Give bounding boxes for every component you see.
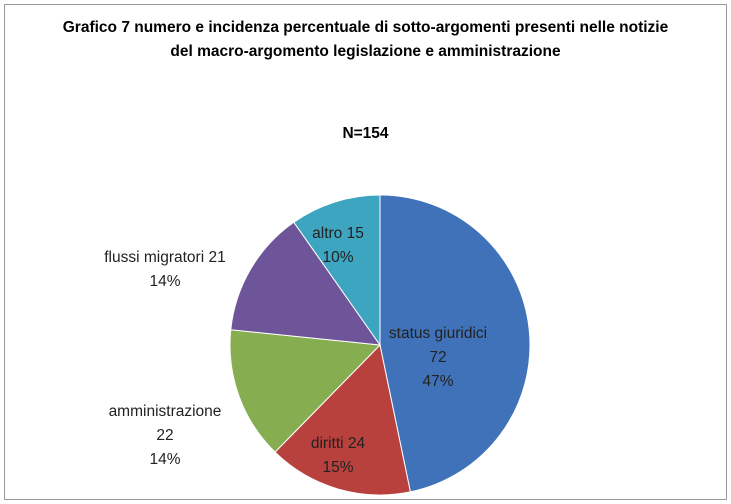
slice-percent: 10% bbox=[322, 249, 354, 266]
slice-label: flussi migratori 21 14% bbox=[100, 246, 230, 294]
slice-value: 22 bbox=[156, 427, 174, 444]
pie-slice bbox=[293, 194, 381, 347]
pie-slice bbox=[274, 343, 411, 496]
slice-value: 72 bbox=[429, 349, 447, 366]
slice-category: status giuridici bbox=[388, 325, 488, 342]
slice-value: 24 bbox=[347, 435, 366, 452]
slice-value: 21 bbox=[208, 249, 226, 266]
chart-subtitle: N=154 bbox=[342, 125, 389, 142]
slice-percent: 14% bbox=[149, 273, 181, 290]
pie-slice bbox=[379, 194, 531, 493]
slice-label: diritti 24 15% bbox=[288, 432, 388, 480]
slice-percent: 47% bbox=[422, 373, 454, 390]
slice-category: diritti bbox=[310, 435, 344, 452]
slice-label: altro 15 10% bbox=[298, 222, 378, 270]
slice-value: 15 bbox=[346, 225, 364, 242]
slice-label: amministrazione 22 14% bbox=[100, 400, 230, 472]
slice-category: altro bbox=[312, 225, 343, 242]
pie-slice bbox=[229, 329, 382, 453]
slice-label: status giuridici 72 47% bbox=[388, 322, 488, 394]
slice-percent: 14% bbox=[149, 451, 181, 468]
slice-percent: 15% bbox=[322, 459, 354, 476]
chart-title: Grafico 7 numero e incidenza percentuale… bbox=[62, 19, 669, 60]
slice-category: flussi migratori bbox=[104, 249, 205, 266]
pie-slice bbox=[230, 221, 382, 346]
slice-category: amministrazione bbox=[108, 403, 222, 420]
